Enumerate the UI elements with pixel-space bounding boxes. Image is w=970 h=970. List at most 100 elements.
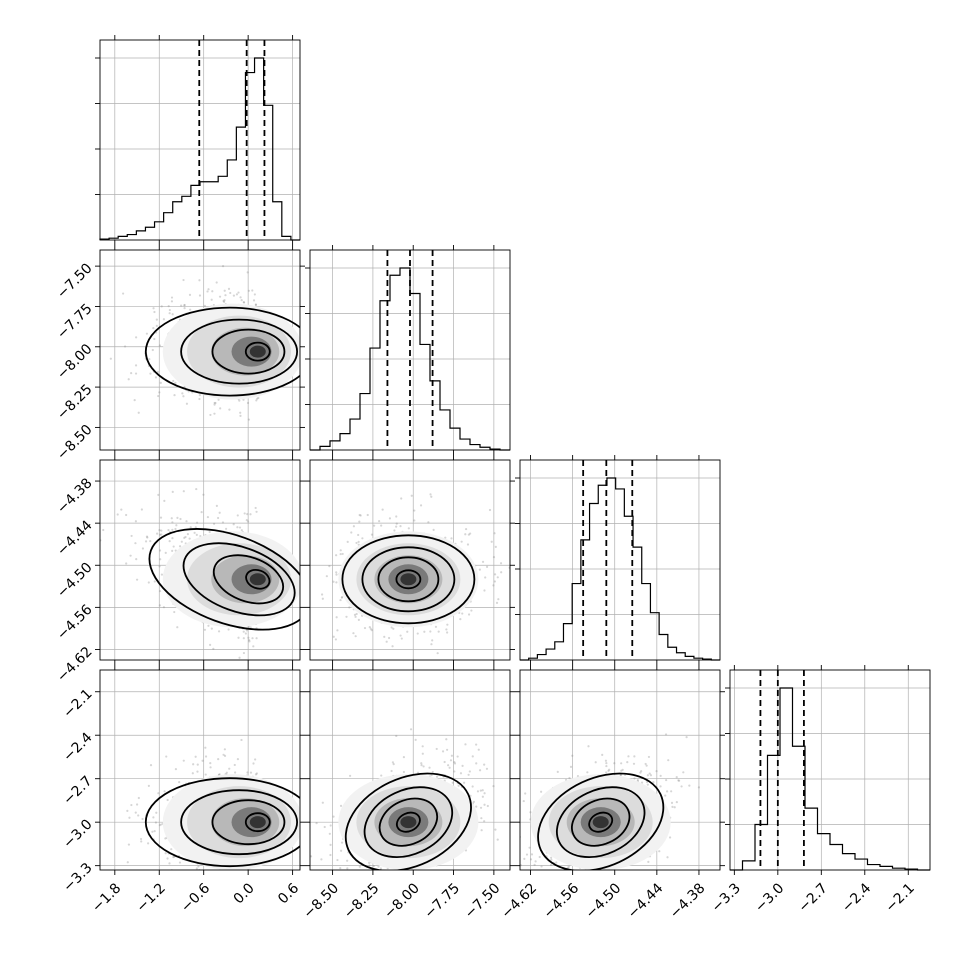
sample-point	[670, 801, 674, 805]
sample-point	[549, 863, 553, 867]
sample-point	[434, 625, 438, 628]
sample-point	[633, 755, 636, 758]
sample-point	[391, 645, 394, 648]
sample-point	[331, 905, 333, 907]
sample-point	[569, 765, 573, 768]
sample-point	[346, 540, 349, 543]
sample-point	[633, 777, 636, 780]
sample-point	[253, 871, 255, 873]
sample-point	[373, 524, 376, 527]
density-shade	[249, 816, 266, 829]
sample-point	[449, 759, 453, 762]
sample-point	[245, 629, 248, 632]
x-tick-label: −4.38	[667, 880, 709, 922]
sample-point	[368, 625, 371, 629]
y-tick-label: −3.3	[60, 860, 95, 895]
sample-point	[499, 562, 503, 565]
sample-point	[174, 768, 178, 771]
sample-point	[123, 345, 127, 348]
sample-point	[158, 344, 161, 347]
sample-point	[251, 289, 254, 292]
sample-point	[148, 357, 151, 361]
sample-point	[397, 875, 399, 877]
sample-point	[443, 760, 446, 764]
sample-point	[255, 510, 258, 513]
contour-level	[212, 554, 285, 605]
sample-point	[423, 630, 426, 633]
sample-point	[667, 759, 670, 762]
sample-point	[350, 531, 353, 534]
sample-point	[430, 495, 433, 498]
sample-point	[478, 769, 482, 772]
panel-frame	[309, 459, 511, 661]
sample-point	[336, 629, 339, 632]
sample-point	[243, 512, 246, 515]
sample-point	[247, 418, 251, 421]
sample-point	[593, 895, 595, 897]
sample-point	[400, 497, 403, 500]
sample-point	[477, 748, 480, 751]
sample-point	[162, 318, 166, 321]
sample-point	[329, 824, 332, 827]
sample-point	[431, 639, 434, 642]
sample-point	[242, 301, 245, 304]
contour-level	[180, 318, 299, 385]
sample-point	[567, 875, 569, 877]
sample-point	[480, 829, 483, 832]
sample-point	[183, 304, 186, 307]
sample-point	[254, 758, 257, 761]
sample-point	[152, 307, 155, 310]
sample-point	[125, 562, 128, 565]
sample-point	[304, 554, 306, 556]
contour-level	[144, 306, 300, 397]
sample-point	[238, 656, 241, 659]
sample-point	[57, 873, 59, 875]
sample-point	[238, 526, 242, 529]
sample-point	[167, 528, 170, 532]
contour-level	[211, 799, 286, 846]
sample-point	[334, 638, 337, 641]
sample-point	[212, 647, 215, 650]
sample-point	[213, 412, 216, 415]
sample-point	[480, 817, 483, 820]
sample-point	[372, 904, 374, 906]
sample-point	[247, 520, 250, 523]
y-tick-label: −3.0	[60, 817, 95, 852]
sample-point	[550, 871, 552, 873]
sample-point	[218, 511, 221, 514]
sample-point	[242, 637, 245, 640]
sample-point	[682, 771, 685, 774]
sample-point	[673, 806, 676, 809]
sample-point	[601, 753, 604, 756]
sample-point	[126, 809, 129, 812]
sample-point	[116, 513, 119, 516]
sample-point	[134, 372, 138, 375]
sample-point	[227, 881, 229, 883]
sample-point	[472, 800, 475, 803]
sample-point	[668, 836, 672, 839]
y-tick-label: −7.75	[54, 301, 96, 343]
sample-point	[397, 879, 399, 881]
contour-level	[588, 811, 614, 833]
sample-point	[645, 764, 648, 767]
sample-point	[685, 736, 688, 739]
sample-point	[557, 882, 559, 884]
sample-point	[188, 293, 192, 296]
sample-point	[493, 580, 497, 583]
sample-point	[558, 882, 560, 884]
sample-point	[222, 874, 224, 876]
sample-point	[335, 554, 338, 557]
contour-level	[182, 542, 296, 617]
sample-point	[156, 532, 159, 535]
sample-point	[409, 728, 413, 731]
x-tick-label: −7.50	[462, 880, 504, 922]
sample-point	[607, 769, 610, 773]
sample-point	[211, 290, 214, 293]
sample-point	[457, 784, 460, 787]
sample-point	[180, 873, 182, 875]
x-tick-label: −4.44	[625, 880, 667, 922]
sample-point	[182, 490, 185, 493]
sample-point	[254, 303, 258, 306]
sample-point	[177, 908, 179, 910]
panel-3-2: −4.62 −4.56 −4.50 −4.44 −4.38	[498, 665, 725, 922]
